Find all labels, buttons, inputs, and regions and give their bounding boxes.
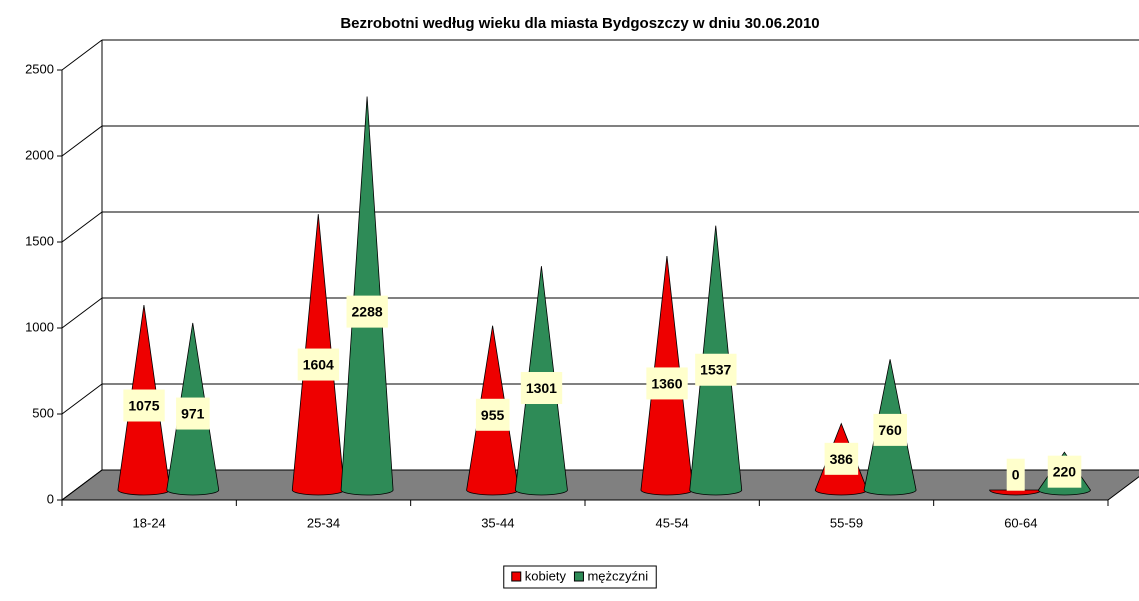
x-tick-label: 60-64 [1004, 515, 1037, 530]
value-label-box [1006, 458, 1025, 491]
y-tick-label: 500 [32, 405, 54, 420]
grid-line [61, 125, 103, 157]
value-label-box [1047, 455, 1082, 488]
value-label-box [176, 397, 210, 430]
x-tick-label: 18-24 [133, 515, 166, 530]
value-label-box [297, 348, 340, 381]
value-label-box [520, 372, 563, 405]
value-label: 0 [1012, 467, 1020, 483]
chart-title: Bezrobotni według wieku dla miasta Bydgo… [340, 15, 819, 32]
x-tick-label: 25-34 [307, 515, 340, 530]
value-label: 1604 [303, 357, 334, 373]
legend-swatch [573, 571, 584, 582]
y-tick-label: 1500 [25, 233, 54, 248]
value-label-box [824, 442, 859, 475]
grid-line [61, 211, 103, 243]
y-tick-label: 0 [47, 491, 54, 506]
grid-line [61, 297, 103, 329]
grid-line [61, 39, 103, 71]
value-label: 971 [181, 406, 205, 422]
value-label: 1301 [526, 380, 557, 396]
value-label: 1537 [700, 362, 731, 378]
value-label: 386 [830, 451, 854, 467]
grid-line [61, 469, 103, 501]
legend-label: mężczyźni [587, 568, 648, 583]
value-label-box [346, 295, 388, 328]
x-tick-label: 55-59 [830, 515, 863, 530]
value-label: 955 [481, 407, 505, 423]
legend: kobiety mężczyźni [503, 565, 657, 589]
value-label: 220 [1053, 464, 1077, 480]
value-label: 1075 [128, 397, 159, 413]
floor [60, 469, 1139, 501]
x-tick-label: 45-54 [656, 515, 689, 530]
value-label-box [873, 413, 907, 446]
value-label: 760 [878, 422, 902, 438]
value-label-box [123, 389, 165, 422]
grid-line [61, 383, 103, 415]
legend-swatch [511, 571, 522, 582]
legend-label: kobiety [525, 568, 567, 583]
value-label-box [646, 367, 688, 400]
value-label-box [475, 398, 510, 431]
value-label-box [695, 353, 737, 386]
value-label: 2288 [352, 304, 383, 320]
y-tick-label: 1000 [25, 319, 54, 334]
y-tick-label: 2000 [25, 147, 54, 162]
x-tick-label: 35-44 [481, 515, 514, 530]
value-label: 1360 [651, 375, 682, 391]
y-tick-label: 2500 [25, 61, 54, 76]
